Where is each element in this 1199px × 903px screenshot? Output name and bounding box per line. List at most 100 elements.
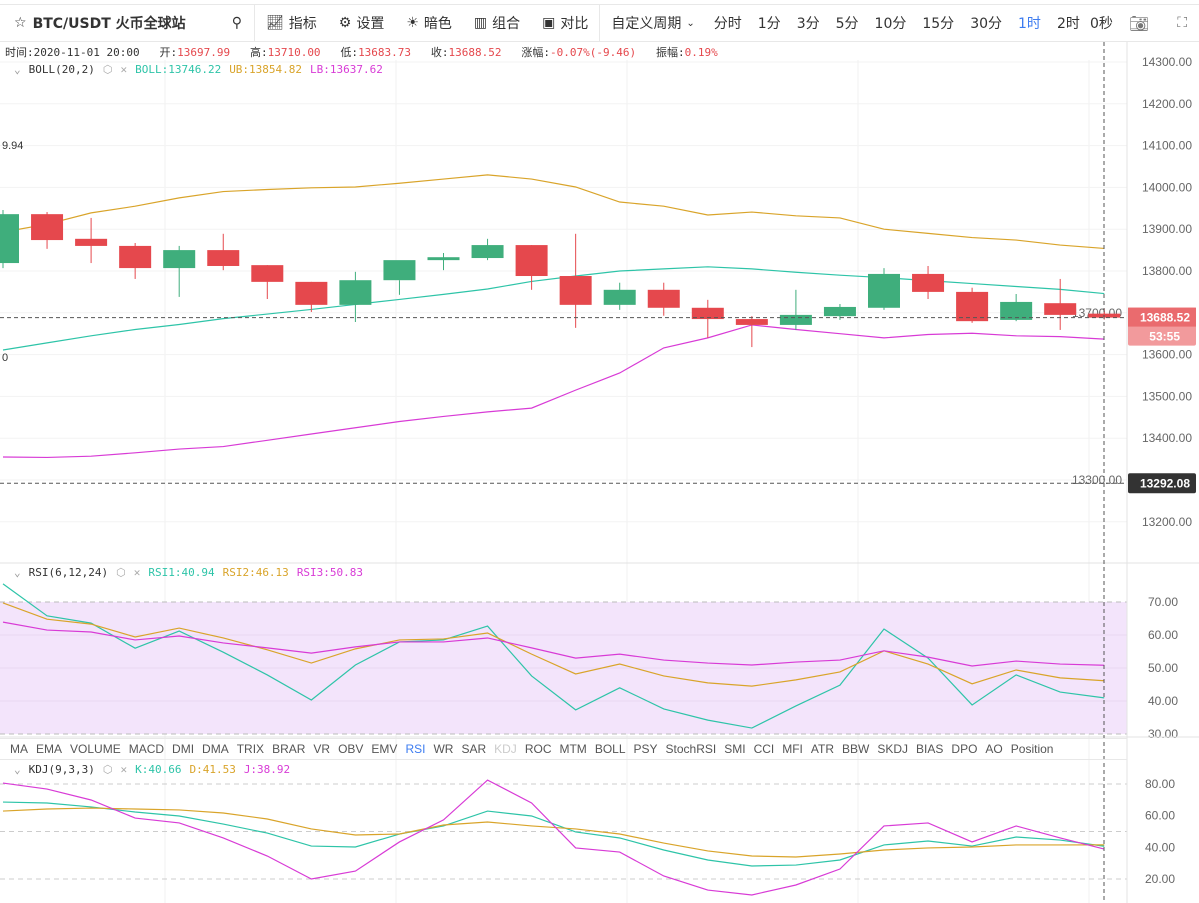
tab-position[interactable]: Position <box>1010 742 1054 756</box>
tab-boll[interactable]: BOLL <box>594 742 626 756</box>
tab-vr[interactable]: VR <box>313 742 331 756</box>
boll-mid-value: BOLL:13746.22 <box>135 63 222 76</box>
rsi-tick: 30.00 <box>1148 727 1178 741</box>
candle-body <box>515 245 548 277</box>
period-3分[interactable]: 3分 <box>796 16 820 32</box>
boll-ub-line <box>2 174 1105 250</box>
fullscreen-icon[interactable]: ⛶ <box>1177 15 1187 31</box>
tab-mfi[interactable]: MFI <box>782 742 803 756</box>
gear-icon[interactable]: ⬡ <box>116 566 126 579</box>
indicator-icon: 📈︎ <box>266 15 284 31</box>
tab-smi[interactable]: SMI <box>724 742 746 756</box>
settings-button[interactable]: ⚙ 设置 <box>328 5 396 41</box>
search-icon[interactable]: ⚲ <box>231 15 242 31</box>
price-tick: 13200.00 <box>1142 515 1192 529</box>
tab-macd[interactable]: MACD <box>128 742 165 756</box>
tab-wr[interactable]: WR <box>433 742 454 756</box>
tab-sar[interactable]: SAR <box>461 742 487 756</box>
close-icon[interactable]: ✕ <box>120 63 128 76</box>
price-tick: 13400.00 <box>1142 431 1192 445</box>
indicators-button[interactable]: 📈︎ 指标 <box>255 5 328 41</box>
tab-roc[interactable]: ROC <box>524 742 552 756</box>
candle-body <box>383 260 416 281</box>
candle-body <box>1000 301 1033 320</box>
period-2时[interactable]: 2时 <box>1056 16 1080 32</box>
period-分时[interactable]: 分时 <box>713 16 742 32</box>
compare-button[interactable]: ▣ 对比 <box>531 5 599 41</box>
last-price-badge-top <box>1128 307 1196 327</box>
close-icon[interactable]: ✕ <box>120 763 128 776</box>
sun-icon: ☀ <box>406 15 419 31</box>
d-line <box>2 807 1105 858</box>
period-1分[interactable]: 1分 <box>757 16 781 32</box>
tab-volume[interactable]: VOLUME <box>70 742 121 756</box>
symbol-selector[interactable]: ☆ BTC/USDT 火币全球站 ⚲ <box>0 5 254 41</box>
camera-icon[interactable]: 📷︎ <box>1128 13 1150 33</box>
period-30分[interactable]: 30分 <box>970 16 1003 32</box>
dark-mode-button[interactable]: ☀ 暗色 <box>395 5 463 41</box>
candle-body <box>339 280 372 305</box>
tab-mtm[interactable]: MTM <box>559 742 587 756</box>
custom-period-dropdown[interactable]: 自定义周期 ⌄ <box>600 5 705 41</box>
tab-ema[interactable]: EMA <box>36 742 63 756</box>
tab-ma[interactable]: MA <box>10 742 28 756</box>
collapse-chevron-icon[interactable]: ⌄ <box>14 763 21 776</box>
kdj-tick: 80.00 <box>1145 777 1175 791</box>
rsi3-line <box>2 621 1105 667</box>
star-icon[interactable]: ☆ <box>14 15 27 31</box>
period-1时[interactable]: 1时 <box>1018 16 1041 32</box>
gear-icon[interactable]: ⬡ <box>102 63 113 76</box>
tab-obv[interactable]: OBV <box>338 742 364 756</box>
tab-dpo[interactable]: DPO <box>951 742 978 756</box>
rsi1-value: RSI1:40.94 <box>148 566 215 579</box>
left-label: 0 <box>2 352 8 364</box>
candle-body <box>823 306 856 317</box>
tab-bias[interactable]: BIAS <box>916 742 944 756</box>
tab-emv[interactable]: EMV <box>371 742 398 756</box>
close-label: 收: <box>430 46 449 59</box>
candle-body <box>251 265 284 282</box>
tab-ao[interactable]: AO <box>985 742 1003 756</box>
candle-body <box>868 273 900 308</box>
tab-cci[interactable]: CCI <box>753 742 775 756</box>
period-15分[interactable]: 15分 <box>922 16 955 32</box>
tab-rsi[interactable]: RSI <box>405 742 426 756</box>
tab-dmi[interactable]: DMI <box>172 742 195 756</box>
candle-body <box>559 276 592 305</box>
tab-dma[interactable]: DMA <box>202 742 229 756</box>
period-5分[interactable]: 5分 <box>835 16 859 32</box>
close-icon[interactable]: ✕ <box>133 566 141 579</box>
combo-label: 组合 <box>492 16 521 32</box>
countdown-badge: 53:55 <box>1149 330 1180 344</box>
combo-button[interactable]: ▥ 组合 <box>463 5 531 41</box>
price-tick: 13900.00 <box>1142 222 1192 236</box>
collapse-chevron-icon[interactable]: ⌄ <box>14 63 21 76</box>
j-line <box>2 779 1105 896</box>
ohlc-info: 时间:2020-11-01 20:00 开:13697.99 高:13710.0… <box>5 44 718 60</box>
tab-brar[interactable]: BRAR <box>272 742 306 756</box>
period-list: 分时 1分 3分 5分 10分 15分 30分 1时 2时 <box>706 13 1088 33</box>
price-tick: 13800.00 <box>1142 264 1192 278</box>
tab-stochrsi[interactable]: StochRSI <box>665 742 717 756</box>
collapse-chevron-icon[interactable]: ⌄ <box>14 566 21 579</box>
custom-period-label: 自定义周期 <box>611 16 682 32</box>
candle-body <box>119 245 152 269</box>
tab-psy[interactable]: PSY <box>633 742 658 756</box>
tab-trix[interactable]: TRIX <box>236 742 265 756</box>
candle-body <box>779 314 812 325</box>
gear-icon[interactable]: ⬡ <box>102 763 113 776</box>
tab-atr[interactable]: ATR <box>810 742 835 756</box>
dark-label: 暗色 <box>423 16 452 32</box>
candle-body <box>912 273 945 292</box>
candle-body <box>0 214 19 264</box>
rsi1-line <box>2 583 1105 729</box>
rsi-tick: 40.00 <box>1148 694 1178 708</box>
amp-label: 振幅: <box>656 46 685 59</box>
tab-skdj[interactable]: SKDJ <box>877 742 909 756</box>
candle-body <box>956 291 989 322</box>
period-10分[interactable]: 10分 <box>874 16 907 32</box>
low-value: 13683.73 <box>358 46 412 59</box>
tab-kdj[interactable]: KDJ <box>494 742 517 756</box>
tab-bbw[interactable]: BBW <box>842 742 870 756</box>
